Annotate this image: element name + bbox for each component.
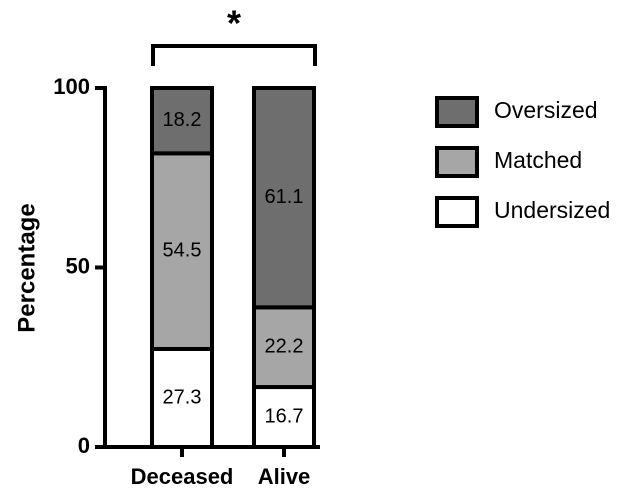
significance-bracket bbox=[151, 44, 317, 66]
value-label: 27.3 bbox=[163, 386, 202, 408]
value-label: 16.7 bbox=[265, 405, 304, 427]
legend-swatch bbox=[435, 196, 479, 228]
bar-segment bbox=[150, 86, 214, 156]
value-label: 18.2 bbox=[163, 109, 202, 131]
legend-label: Undersized bbox=[494, 197, 610, 223]
x-tick-label: Deceased bbox=[131, 464, 234, 489]
annotation: * bbox=[227, 3, 241, 44]
value-label: 54.5 bbox=[163, 239, 202, 261]
bar-segment bbox=[150, 346, 214, 450]
legend-swatch bbox=[435, 96, 479, 128]
y-tick-label: 50 bbox=[66, 253, 90, 278]
x-tick-label: Alive bbox=[258, 464, 311, 489]
legend-label: Oversized bbox=[494, 97, 598, 123]
bar-segment bbox=[252, 305, 316, 390]
legend-label: Matched bbox=[494, 147, 582, 173]
y-tick-label: 0 bbox=[78, 433, 90, 458]
value-label: 61.1 bbox=[265, 186, 304, 208]
bar-segment bbox=[252, 86, 316, 310]
value-label: 22.2 bbox=[265, 335, 304, 357]
y-axis-label: Percentage bbox=[13, 203, 40, 332]
y-tick-label: 100 bbox=[53, 74, 90, 99]
legend-swatch bbox=[435, 146, 479, 178]
